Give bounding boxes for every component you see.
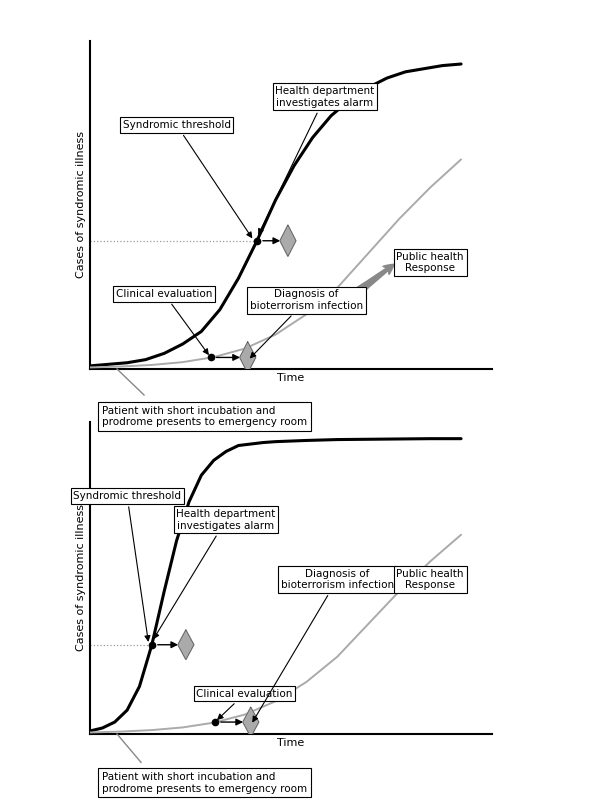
X-axis label: Time: Time (277, 738, 305, 748)
Text: Clinical evaluation: Clinical evaluation (116, 289, 212, 354)
Text: Public health
Response: Public health Response (397, 569, 464, 590)
Text: Diagnosis of
bioterrorism infection: Diagnosis of bioterrorism infection (253, 569, 394, 722)
X-axis label: Time: Time (277, 373, 305, 383)
Text: Public health
Response: Public health Response (397, 252, 464, 273)
Polygon shape (239, 341, 256, 373)
Polygon shape (243, 707, 259, 737)
Text: Patient with short incubation and
prodrome presents to emergency room: Patient with short incubation and prodro… (102, 406, 307, 427)
Text: Health department
investigates alarm: Health department investigates alarm (259, 86, 374, 234)
Text: Patient with short incubation and
prodrome presents to emergency room: Patient with short incubation and prodro… (102, 772, 307, 794)
Polygon shape (280, 225, 296, 256)
Polygon shape (178, 630, 194, 659)
Text: Clinical evaluation: Clinical evaluation (196, 689, 293, 719)
Y-axis label: Cases of syndromic illness: Cases of syndromic illness (76, 131, 86, 278)
Text: Diagnosis of
bioterrorism infection: Diagnosis of bioterrorism infection (250, 290, 363, 358)
Text: Health department
investigates alarm: Health department investigates alarm (154, 509, 275, 638)
Text: Syndromic threshold: Syndromic threshold (122, 120, 251, 238)
Y-axis label: Cases of syndromic illness: Cases of syndromic illness (76, 504, 86, 651)
Text: Syndromic threshold: Syndromic threshold (73, 491, 181, 641)
